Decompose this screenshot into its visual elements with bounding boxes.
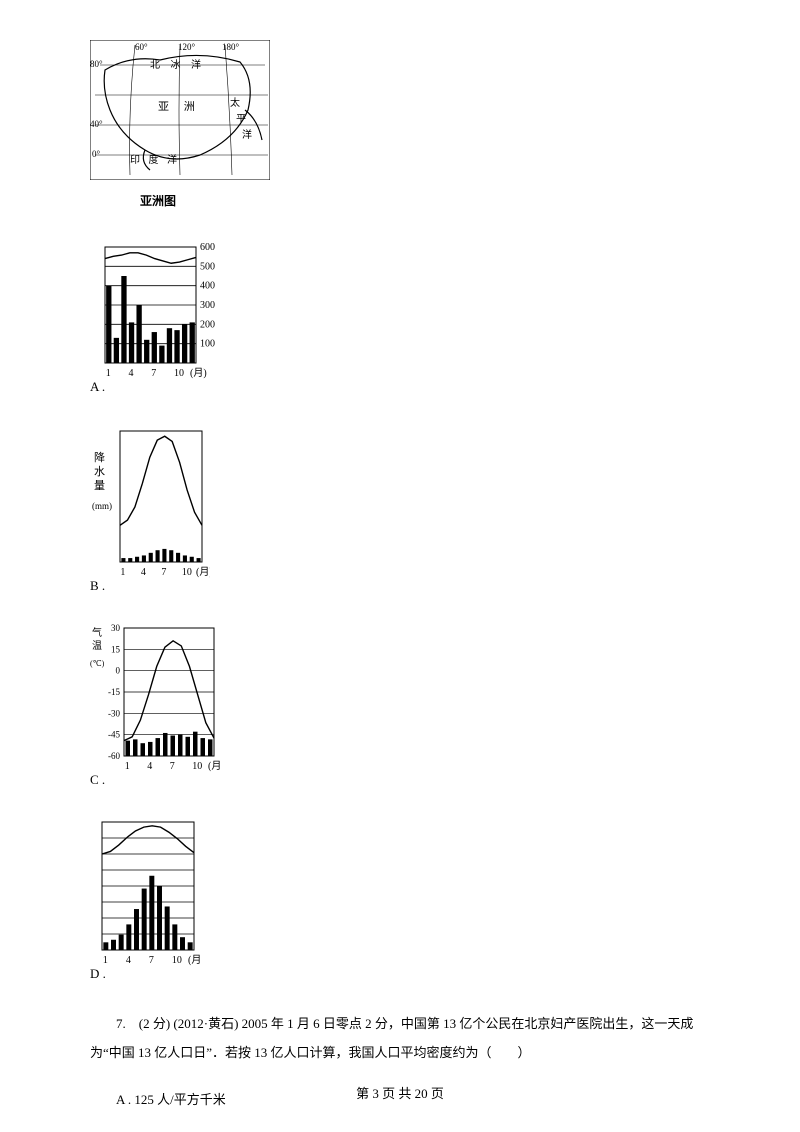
ocean-label: 平 — [236, 114, 246, 125]
page-footer: 第 3 页 共 20 页 — [0, 1083, 800, 1102]
lat-label: 40° — [90, 119, 103, 129]
svg-text:降: 降 — [94, 450, 105, 464]
continent-label: 亚 洲 — [158, 101, 201, 113]
svg-text:4: 4 — [126, 955, 131, 966]
svg-text:30: 30 — [111, 623, 121, 633]
svg-text:1: 1 — [103, 955, 108, 966]
option-a-label: A . — [90, 379, 105, 395]
lon-label: 60° — [135, 42, 148, 52]
svg-text:15: 15 — [111, 644, 121, 654]
svg-text:0: 0 — [116, 666, 121, 676]
svg-text:(月): (月) — [188, 954, 200, 966]
svg-text:水: 水 — [94, 465, 105, 478]
climate-chart-a: 100 200 300 400 500 600 1 4 7 10 (月) — [90, 239, 230, 379]
svg-text:-15: -15 — [108, 687, 120, 697]
svg-text:(月): (月) — [190, 367, 207, 379]
climate-chart-d: 1 4 7 10 (月) — [90, 816, 200, 966]
question-7-text: 7. (2 分) (2012·黄石) 2005 年 1 月 6 日零点 2 分，… — [90, 1010, 710, 1067]
svg-text:(月): (月) — [196, 566, 210, 578]
svg-text:400: 400 — [200, 281, 215, 292]
option-b-label: B . — [90, 578, 105, 594]
climate-chart-c: 30 15 0 -15 -30 -45 -60 气温 (℃) 1 4 7 10 (月) — [90, 622, 220, 772]
svg-text:1: 1 — [125, 761, 130, 772]
svg-text:300: 300 — [200, 300, 215, 311]
option-d-block: 1 4 7 10 (月) D . — [90, 816, 710, 982]
lon-label: 120° — [178, 42, 196, 52]
option-c-block: 30 15 0 -15 -30 -45 -60 气温 (℃) 1 4 7 10 (月) C . — [90, 622, 710, 788]
svg-text:4: 4 — [141, 567, 146, 578]
svg-text:7: 7 — [151, 368, 156, 379]
svg-text:600: 600 — [200, 242, 215, 253]
svg-text:4: 4 — [147, 761, 152, 772]
svg-text:500: 500 — [200, 261, 215, 272]
lon-label: 180° — [222, 42, 240, 52]
svg-text:温: 温 — [92, 640, 102, 652]
lat-label: 0° — [92, 149, 101, 159]
svg-text:10: 10 — [182, 567, 192, 578]
climate-chart-b: 降水量 (mm) 1 4 7 10 (月) — [90, 423, 210, 578]
svg-text:4: 4 — [129, 368, 134, 379]
svg-text:(月): (月) — [208, 760, 220, 772]
svg-text:100: 100 — [200, 339, 215, 350]
ocean-label: 太 — [230, 96, 240, 109]
map-caption: 亚洲图 — [140, 192, 710, 209]
map-figure: 60° 120° 180° 80° 40° 0° 北 冰 洋 亚 洲 太 平 洋… — [90, 40, 710, 209]
svg-text:7: 7 — [161, 567, 166, 578]
svg-text:10: 10 — [192, 761, 202, 772]
lat-label: 80° — [90, 59, 103, 69]
svg-text:-45: -45 — [108, 730, 120, 740]
svg-text:量: 量 — [94, 479, 105, 492]
svg-text:7: 7 — [149, 955, 154, 966]
svg-text:10: 10 — [172, 955, 182, 966]
svg-text:7: 7 — [170, 761, 175, 772]
option-a-block: 100 200 300 400 500 600 1 4 7 10 (月) A . — [90, 239, 710, 395]
ocean-label: 洋 — [242, 128, 252, 141]
ocean-label: 印 度 洋 — [130, 153, 180, 166]
option-d-label: D . — [90, 966, 106, 982]
asia-map: 60° 120° 180° 80° 40° 0° 北 冰 洋 亚 洲 太 平 洋… — [90, 40, 270, 180]
svg-text:1: 1 — [106, 368, 111, 379]
option-b-block: 降水量 (mm) 1 4 7 10 (月) B . — [90, 423, 710, 594]
svg-text:-60: -60 — [108, 751, 120, 761]
svg-text:(℃): (℃) — [90, 659, 105, 668]
ocean-label: 北 冰 洋 — [150, 58, 205, 71]
svg-text:200: 200 — [200, 319, 215, 330]
svg-text:(mm): (mm) — [92, 501, 112, 511]
option-c-label: C . — [90, 772, 105, 788]
svg-text:10: 10 — [174, 368, 184, 379]
svg-text:气: 气 — [92, 626, 102, 639]
svg-text:-30: -30 — [108, 708, 120, 718]
svg-text:1: 1 — [120, 567, 125, 578]
